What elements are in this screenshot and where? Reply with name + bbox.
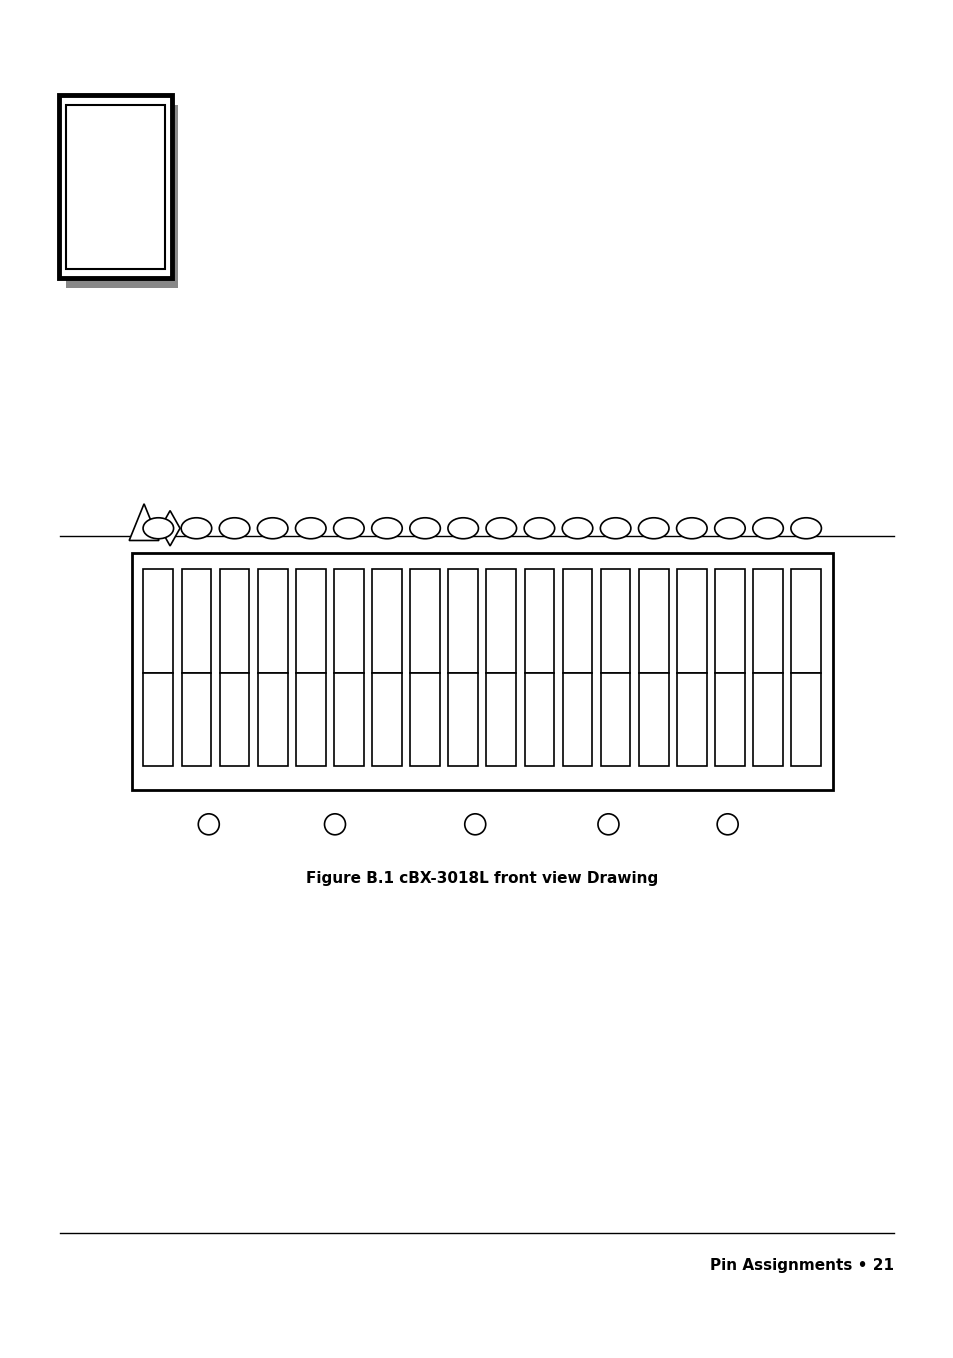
Bar bbox=[562, 674, 592, 766]
Ellipse shape bbox=[714, 517, 744, 539]
Ellipse shape bbox=[638, 517, 668, 539]
Ellipse shape bbox=[324, 813, 345, 835]
Bar bbox=[600, 569, 630, 674]
Polygon shape bbox=[160, 511, 180, 546]
Bar bbox=[790, 674, 821, 766]
Bar bbox=[639, 674, 668, 766]
Bar bbox=[448, 674, 477, 766]
Bar bbox=[219, 674, 249, 766]
Bar bbox=[181, 569, 211, 674]
Bar bbox=[66, 105, 165, 269]
Bar bbox=[677, 674, 706, 766]
Bar bbox=[181, 674, 211, 766]
Bar bbox=[486, 674, 516, 766]
Bar bbox=[59, 95, 172, 278]
Bar bbox=[143, 674, 173, 766]
Ellipse shape bbox=[598, 813, 618, 835]
Bar bbox=[524, 569, 554, 674]
Ellipse shape bbox=[523, 517, 554, 539]
Ellipse shape bbox=[717, 813, 738, 835]
Bar bbox=[715, 569, 744, 674]
Bar bbox=[334, 569, 363, 674]
Bar bbox=[448, 569, 477, 674]
Ellipse shape bbox=[790, 517, 821, 539]
Ellipse shape bbox=[143, 517, 173, 539]
Text: Pin Assignments • 21: Pin Assignments • 21 bbox=[709, 1258, 893, 1274]
Ellipse shape bbox=[410, 517, 440, 539]
Bar bbox=[132, 553, 832, 790]
Ellipse shape bbox=[198, 813, 219, 835]
Ellipse shape bbox=[448, 517, 478, 539]
Bar bbox=[790, 569, 821, 674]
Bar bbox=[295, 569, 325, 674]
Bar bbox=[372, 674, 401, 766]
Bar bbox=[334, 674, 363, 766]
Ellipse shape bbox=[219, 517, 250, 539]
Ellipse shape bbox=[676, 517, 706, 539]
Ellipse shape bbox=[561, 517, 592, 539]
Bar bbox=[639, 569, 668, 674]
Bar bbox=[753, 569, 782, 674]
Bar bbox=[715, 674, 744, 766]
Bar bbox=[600, 674, 630, 766]
Bar bbox=[753, 674, 782, 766]
Ellipse shape bbox=[295, 517, 326, 539]
Polygon shape bbox=[129, 504, 159, 540]
Bar bbox=[562, 569, 592, 674]
Bar bbox=[257, 569, 287, 674]
Bar bbox=[219, 569, 249, 674]
Ellipse shape bbox=[464, 813, 485, 835]
Bar bbox=[524, 674, 554, 766]
Bar bbox=[677, 569, 706, 674]
Text: Figure B.1 cBX-3018L front view Drawing: Figure B.1 cBX-3018L front view Drawing bbox=[306, 870, 658, 887]
Ellipse shape bbox=[485, 517, 516, 539]
Ellipse shape bbox=[599, 517, 630, 539]
Ellipse shape bbox=[334, 517, 364, 539]
Ellipse shape bbox=[752, 517, 782, 539]
Bar bbox=[143, 569, 173, 674]
Bar bbox=[257, 674, 287, 766]
Bar bbox=[410, 674, 439, 766]
Bar bbox=[295, 674, 325, 766]
Ellipse shape bbox=[372, 517, 402, 539]
Bar bbox=[410, 569, 439, 674]
Ellipse shape bbox=[181, 517, 212, 539]
Ellipse shape bbox=[257, 517, 288, 539]
Bar bbox=[372, 569, 401, 674]
Bar bbox=[486, 569, 516, 674]
Bar bbox=[66, 105, 178, 288]
